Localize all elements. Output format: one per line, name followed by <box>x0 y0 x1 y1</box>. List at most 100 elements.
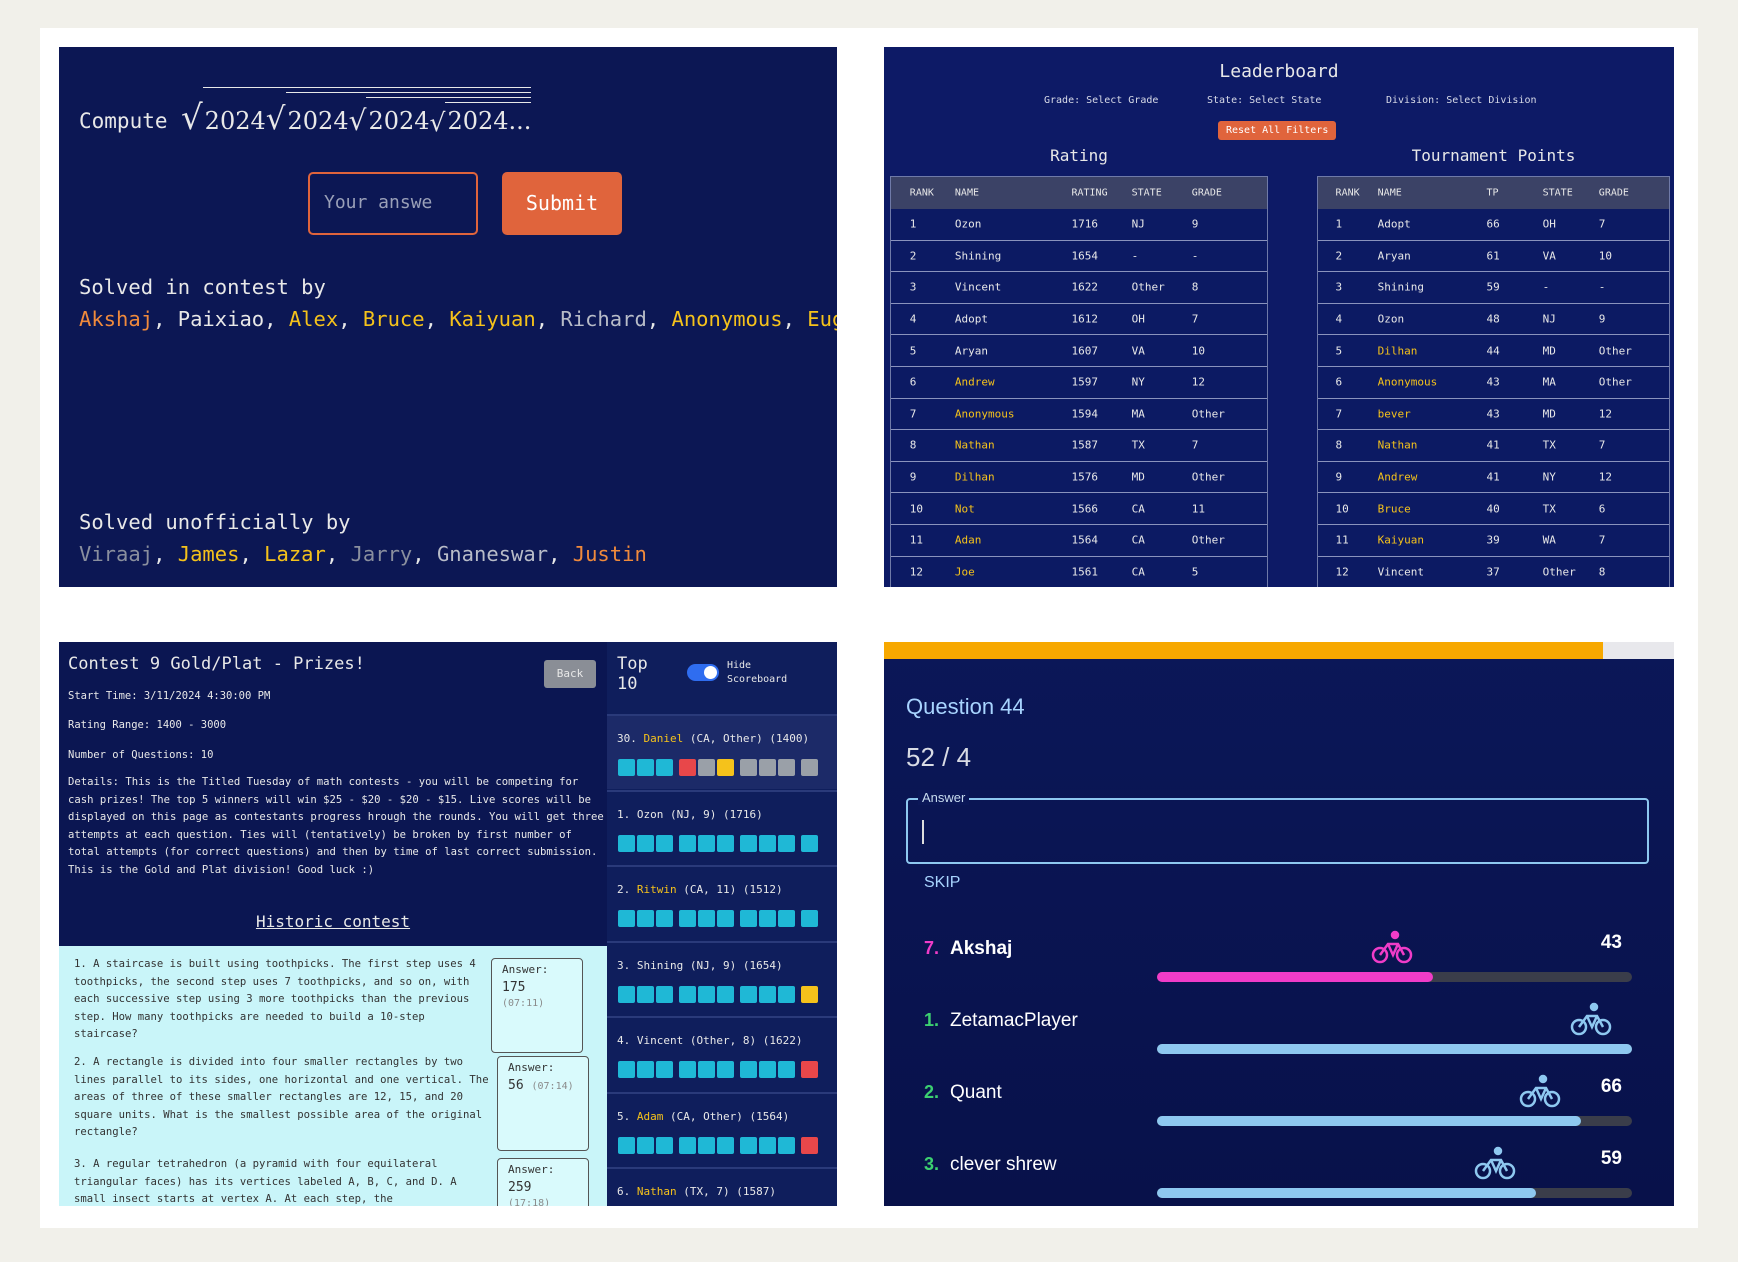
bar-fill <box>1157 972 1433 982</box>
status-square <box>740 985 757 1003</box>
filter-dropdown[interactable]: State: Select State <box>1207 95 1322 106</box>
table-cell: 6 <box>909 375 917 389</box>
skip-button[interactable]: SKIP <box>924 874 961 891</box>
status-square <box>717 834 734 852</box>
entry-rank: 30. <box>617 732 637 745</box>
table-cell: Vincent <box>1377 565 1425 579</box>
status-square <box>637 985 654 1003</box>
entry-rank: 3. <box>617 958 631 972</box>
table-cell: 9 <box>909 470 917 484</box>
status-square <box>717 1061 734 1078</box>
solver-name: Alex <box>288 307 339 331</box>
table-cell: Other <box>1131 280 1165 294</box>
entry-info: (NJ, 9) (1654) <box>689 958 783 972</box>
racer-name: Quant <box>950 1082 1002 1103</box>
answer-time: (07:11) <box>502 998 545 1009</box>
answer-field[interactable]: Answer <box>906 790 1649 864</box>
table-cell: 11 <box>1191 502 1206 516</box>
status-square <box>656 1136 673 1154</box>
table-cell: 10 <box>1598 249 1613 263</box>
table-cell: NY <box>1131 375 1145 389</box>
table-cell: MD <box>1131 470 1145 484</box>
filter-dropdown[interactable]: Division: Select Division <box>1386 95 1537 106</box>
table-cell: 12 <box>1191 375 1206 389</box>
table-row: 1 Ozon 1716 NJ 9 <box>891 209 1267 241</box>
status-square <box>637 1061 654 1078</box>
answer-input[interactable]: Your answe <box>308 172 478 235</box>
score-entry: 5. Adam (CA, Other) (1564) <box>607 1091 837 1167</box>
top-label: Top 10 <box>617 654 648 694</box>
column-header: GRADE <box>1598 187 1629 199</box>
table-cell: Other <box>1542 565 1576 579</box>
entry-name: Vincent <box>636 1034 684 1047</box>
radicand: 2024 √ 2024 √ 2024... <box>285 92 532 135</box>
solver-name: Akshaj <box>79 307 154 331</box>
table-cell: VA <box>1131 344 1145 358</box>
status-square <box>717 985 734 1003</box>
separator: , <box>535 307 561 331</box>
table-cell: Not <box>954 502 975 516</box>
table-cell: 41 <box>1486 470 1500 484</box>
table-cell: 6 <box>1598 502 1606 516</box>
solver-name: Richard <box>560 307 647 331</box>
entry-line: 2. Ritwin (CA, 11) (1512) <box>617 883 783 896</box>
historic-link[interactable]: Historic contest <box>255 912 411 931</box>
table-row: 8 Nathan 41 TX 7 <box>1318 430 1669 462</box>
toggle[interactable] <box>687 664 719 681</box>
entry-line: 3. Shining (NJ, 9) (1654) <box>617 959 783 972</box>
table-cell: CA <box>1131 533 1145 547</box>
entry-name: Nathan <box>636 1185 677 1198</box>
table-cell: 3 <box>1335 280 1343 294</box>
back-button[interactable]: Back <box>544 660 596 688</box>
status-square <box>656 910 673 927</box>
radicand: 2024 √ 2024... <box>366 97 532 135</box>
table-cell: 8 <box>1335 438 1343 452</box>
status-square <box>618 985 635 1003</box>
solver-name: Bruce <box>362 307 425 331</box>
entry-name: Shining <box>636 958 684 972</box>
contest-info: Number of Questions: 10 <box>68 749 214 761</box>
column-header: STATE <box>1131 187 1162 199</box>
table-cell: Anonymous <box>1377 375 1438 389</box>
radical-expression: √ 2024 √ 2024 √ 2024 √ 2024... <box>181 87 532 135</box>
column-header: NAME <box>1377 187 1402 199</box>
racer-score: 74 <box>1648 1004 1674 1026</box>
answer-line: 175 (07:11) <box>502 980 572 1010</box>
table-row: 7 Anonymous 1594 MA Other <box>891 399 1267 431</box>
status-square <box>717 759 734 776</box>
label: Solved in contest by <box>79 275 326 299</box>
submit-button[interactable]: Submit <box>502 172 622 235</box>
status-square <box>698 759 715 776</box>
entry-name: Ozon <box>636 807 664 821</box>
solver-name: Lazar <box>264 542 326 566</box>
entry-info: (NJ, 9) (1716) <box>670 807 763 821</box>
solver-name: Anonymous <box>671 307 783 331</box>
answer-line: 259 (17:18) <box>508 1180 578 1206</box>
table-row: 9 Dilhan 1576 MD Other <box>891 462 1267 494</box>
status-square <box>759 985 776 1003</box>
table-cell: 9 <box>1598 312 1606 326</box>
table-cell: 5 <box>1191 565 1199 579</box>
table-cell: Joe <box>954 565 975 579</box>
table-header: RANK NAME TP STATE GRADE <box>1318 177 1669 209</box>
racer-rank: 2. <box>924 1082 940 1102</box>
status-square <box>717 910 734 927</box>
table: RANK NAME TP STATE GRADE 1 Adopt 66 OH 7 2 Aryan 61 V… <box>1317 176 1670 587</box>
status-square <box>740 834 757 852</box>
problem-area: 1. A staircase is built using toothpicks… <box>59 946 607 1206</box>
status-square <box>637 759 654 776</box>
table-cell: 1566 <box>1071 502 1098 516</box>
table-row: 11 Adan 1564 CA Other <box>891 525 1267 557</box>
filter-dropdown[interactable]: Grade: Select Grade <box>1044 95 1159 106</box>
table-cell: 1716 <box>1071 217 1098 231</box>
table-title: Rating <box>1050 146 1108 165</box>
table-cell: 7 <box>1191 438 1199 452</box>
status-square <box>740 910 757 927</box>
status-square <box>618 910 635 927</box>
status-square <box>740 1136 757 1154</box>
reset-button[interactable]: Reset All Filters <box>1218 121 1337 140</box>
answer-value: 259 <box>508 1180 532 1195</box>
table-cell: 8 <box>1598 565 1606 579</box>
status-square <box>801 910 818 927</box>
racer-score: 43 <box>1600 932 1622 953</box>
